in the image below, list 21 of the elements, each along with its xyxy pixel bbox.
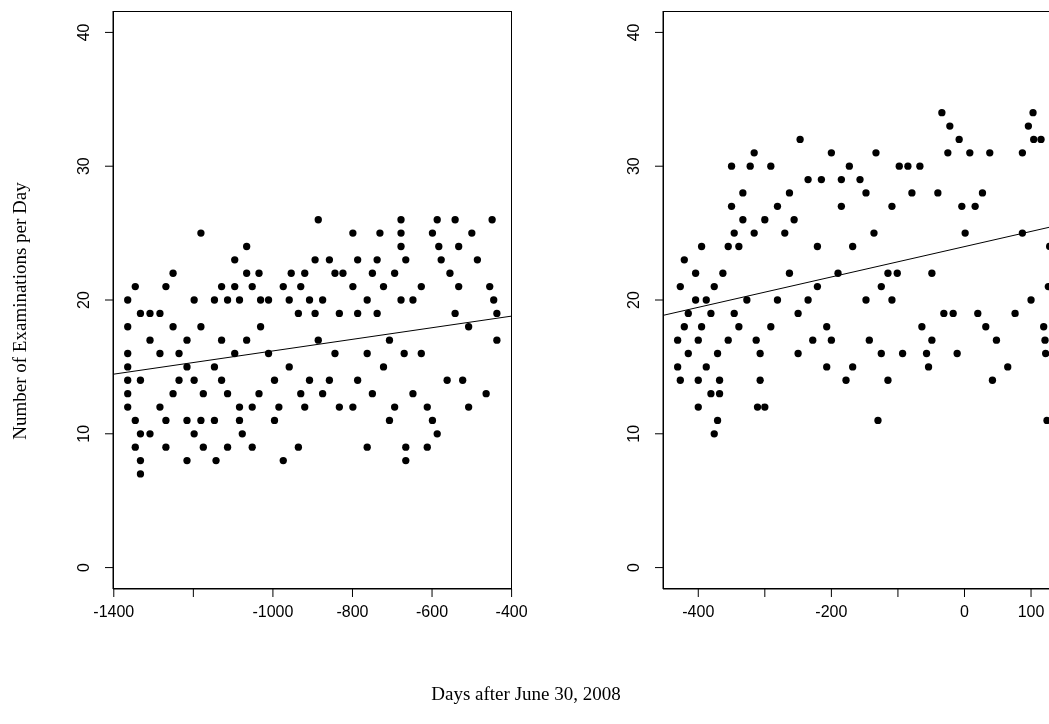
y-tick-label: 30 bbox=[75, 157, 92, 176]
y-tick-label: 10 bbox=[625, 424, 642, 443]
y-tick-label: 0 bbox=[75, 563, 92, 573]
y-tick-label: 20 bbox=[625, 291, 642, 309]
x-axis-title: Days after June 30, 2008 bbox=[430, 683, 622, 705]
y-tick-label: 20 bbox=[75, 291, 92, 309]
y-axis-title: Number of Examinations per Day bbox=[9, 181, 31, 442]
x-tick-label: 0 bbox=[960, 603, 970, 620]
x-tick-label: -400 bbox=[682, 603, 715, 620]
y-tick-label: 10 bbox=[75, 424, 92, 443]
y-tick-label: 30 bbox=[625, 157, 642, 176]
x-tick-label: -600 bbox=[416, 603, 449, 620]
y-tick-label: 40 bbox=[75, 23, 92, 42]
y-tick-label: 0 bbox=[625, 563, 642, 573]
x-tick-label: -1400 bbox=[93, 603, 135, 620]
x-tick-label: -800 bbox=[336, 603, 369, 620]
y-tick-label: 40 bbox=[625, 23, 642, 42]
x-tick-label: -1000 bbox=[252, 603, 294, 620]
x-tick-label: -400 bbox=[495, 603, 528, 620]
x-tick-label: 100 bbox=[1017, 603, 1045, 620]
x-tick-label: -200 bbox=[815, 603, 848, 620]
